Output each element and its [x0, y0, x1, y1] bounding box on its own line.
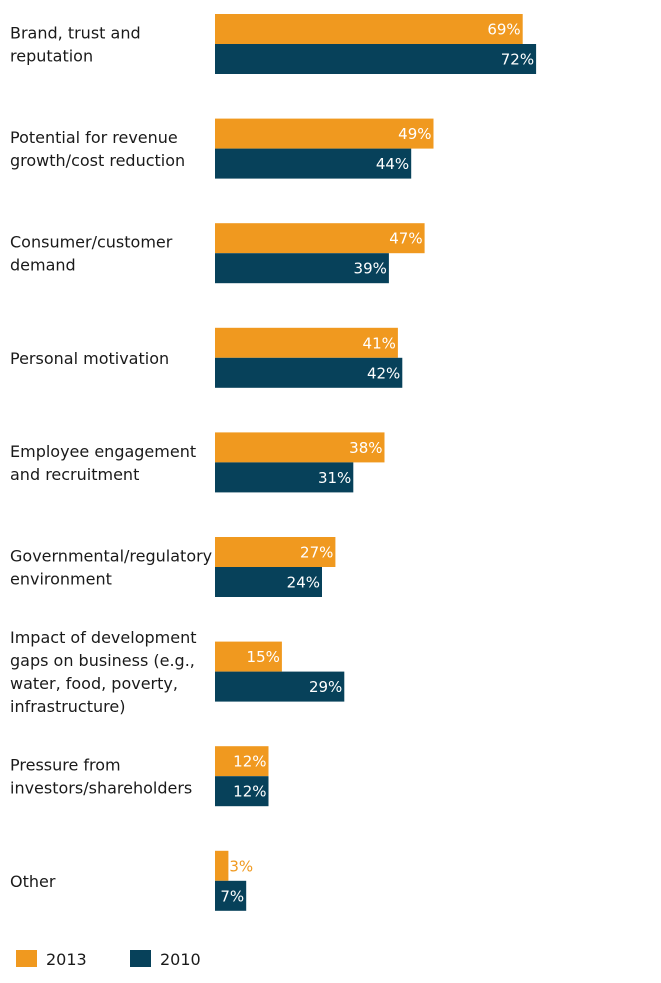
bar-2010: [215, 880, 247, 911]
category-label-line: reputation: [10, 47, 93, 66]
bar-2013: [215, 746, 269, 777]
legend: 2013 2010: [16, 950, 201, 969]
category-label: Impact of development gaps on business (e…: [10, 628, 196, 716]
value-label-2010: 29%: [309, 678, 342, 696]
value-labels: 69% 72% 49% 44% 47%39% 41% 42% 38% 31% 27% 24% 15% 2…: [220, 21, 534, 906]
category-label: Pressure from investors/shareholders: [10, 756, 192, 798]
category-label-line: and recruitment: [10, 465, 139, 484]
value-label-2010: 31%: [318, 469, 351, 487]
category-label-line: gaps on business (e.g.,: [10, 651, 195, 670]
category-label-line: Employee engagement: [10, 442, 196, 461]
value-label-2013: 27%: [300, 544, 333, 562]
bar-2013: [215, 432, 385, 463]
category-label-line: growth/cost reduction: [10, 151, 185, 170]
category-label-line: Other: [10, 872, 56, 891]
bar-2010: [215, 462, 354, 493]
value-label-2010: 7%: [220, 887, 244, 905]
category-label-line: Consumer/customer: [10, 233, 173, 252]
category-label-line: demand: [10, 256, 76, 275]
category-label: Consumer/customer demand: [10, 233, 173, 275]
bar-2010: [215, 671, 345, 702]
bar-2010: [215, 357, 403, 388]
category-label-line: infrastructure): [10, 697, 125, 716]
category-label-line: Governmental/regulatory: [10, 547, 212, 566]
bar-2013: [215, 537, 336, 567]
value-label-2013: 69%: [487, 21, 520, 39]
category-label: Governmental/regulatory environment: [10, 547, 212, 589]
category-label: Other: [10, 872, 56, 891]
bar-2013: [215, 850, 229, 881]
category-label-line: water, food, poverty,: [10, 674, 178, 693]
category-label-line: Impact of development: [10, 628, 196, 647]
value-label-2013: 15%: [247, 648, 280, 666]
category-label-line: Personal motivation: [10, 349, 169, 368]
category-label-line: Potential for revenue: [10, 128, 178, 147]
bar-2010: [215, 567, 322, 597]
category-label-line: investors/shareholders: [10, 779, 192, 798]
value-label-2013: 38%: [349, 439, 382, 457]
bar-2010: [215, 44, 537, 74]
bar-2013: [215, 327, 398, 358]
category-label: Potential for revenue growth/cost reducti…: [10, 128, 185, 170]
value-label-2010: 24%: [287, 574, 320, 592]
legend-label-2013: 2013: [46, 950, 87, 969]
bar-2010: [215, 148, 412, 179]
bars: [215, 14, 537, 911]
category-label-line: Brand, trust and: [10, 24, 141, 43]
bar-2013: [215, 14, 523, 44]
category-labels: Brand, trust and reputation Potential for …: [10, 24, 212, 891]
legend-swatch-2010: [130, 950, 151, 967]
category-label: Brand, trust and reputation: [10, 24, 141, 66]
value-label-2013: 41%: [363, 334, 396, 352]
value-label-2010: 72%: [501, 51, 534, 69]
value-label-2013: 12%: [233, 753, 266, 771]
legend-label-2010: 2010: [160, 950, 201, 969]
value-label-2013: 49%: [398, 125, 431, 143]
value-label-2013: 3%: [229, 857, 253, 875]
category-label: Personal motivation: [10, 349, 169, 368]
category-label-line: environment: [10, 570, 112, 589]
value-label-2010: 44%: [376, 155, 409, 173]
category-label: Employee engagement and recruitment: [10, 442, 196, 484]
legend-swatch-2013: [16, 950, 37, 967]
value-label-2010: 12%: [233, 783, 266, 801]
value-label-2010: 39%: [354, 260, 387, 278]
bar-2013: [215, 641, 282, 672]
bar-2010: [215, 776, 269, 807]
value-label-2010: 42%: [367, 364, 400, 382]
value-label-2013: 47%: [389, 230, 422, 248]
category-label-line: Pressure from: [10, 756, 121, 775]
bar-2013: [215, 118, 434, 149]
bar-2010: [215, 253, 389, 284]
bar-2013: [215, 223, 425, 254]
